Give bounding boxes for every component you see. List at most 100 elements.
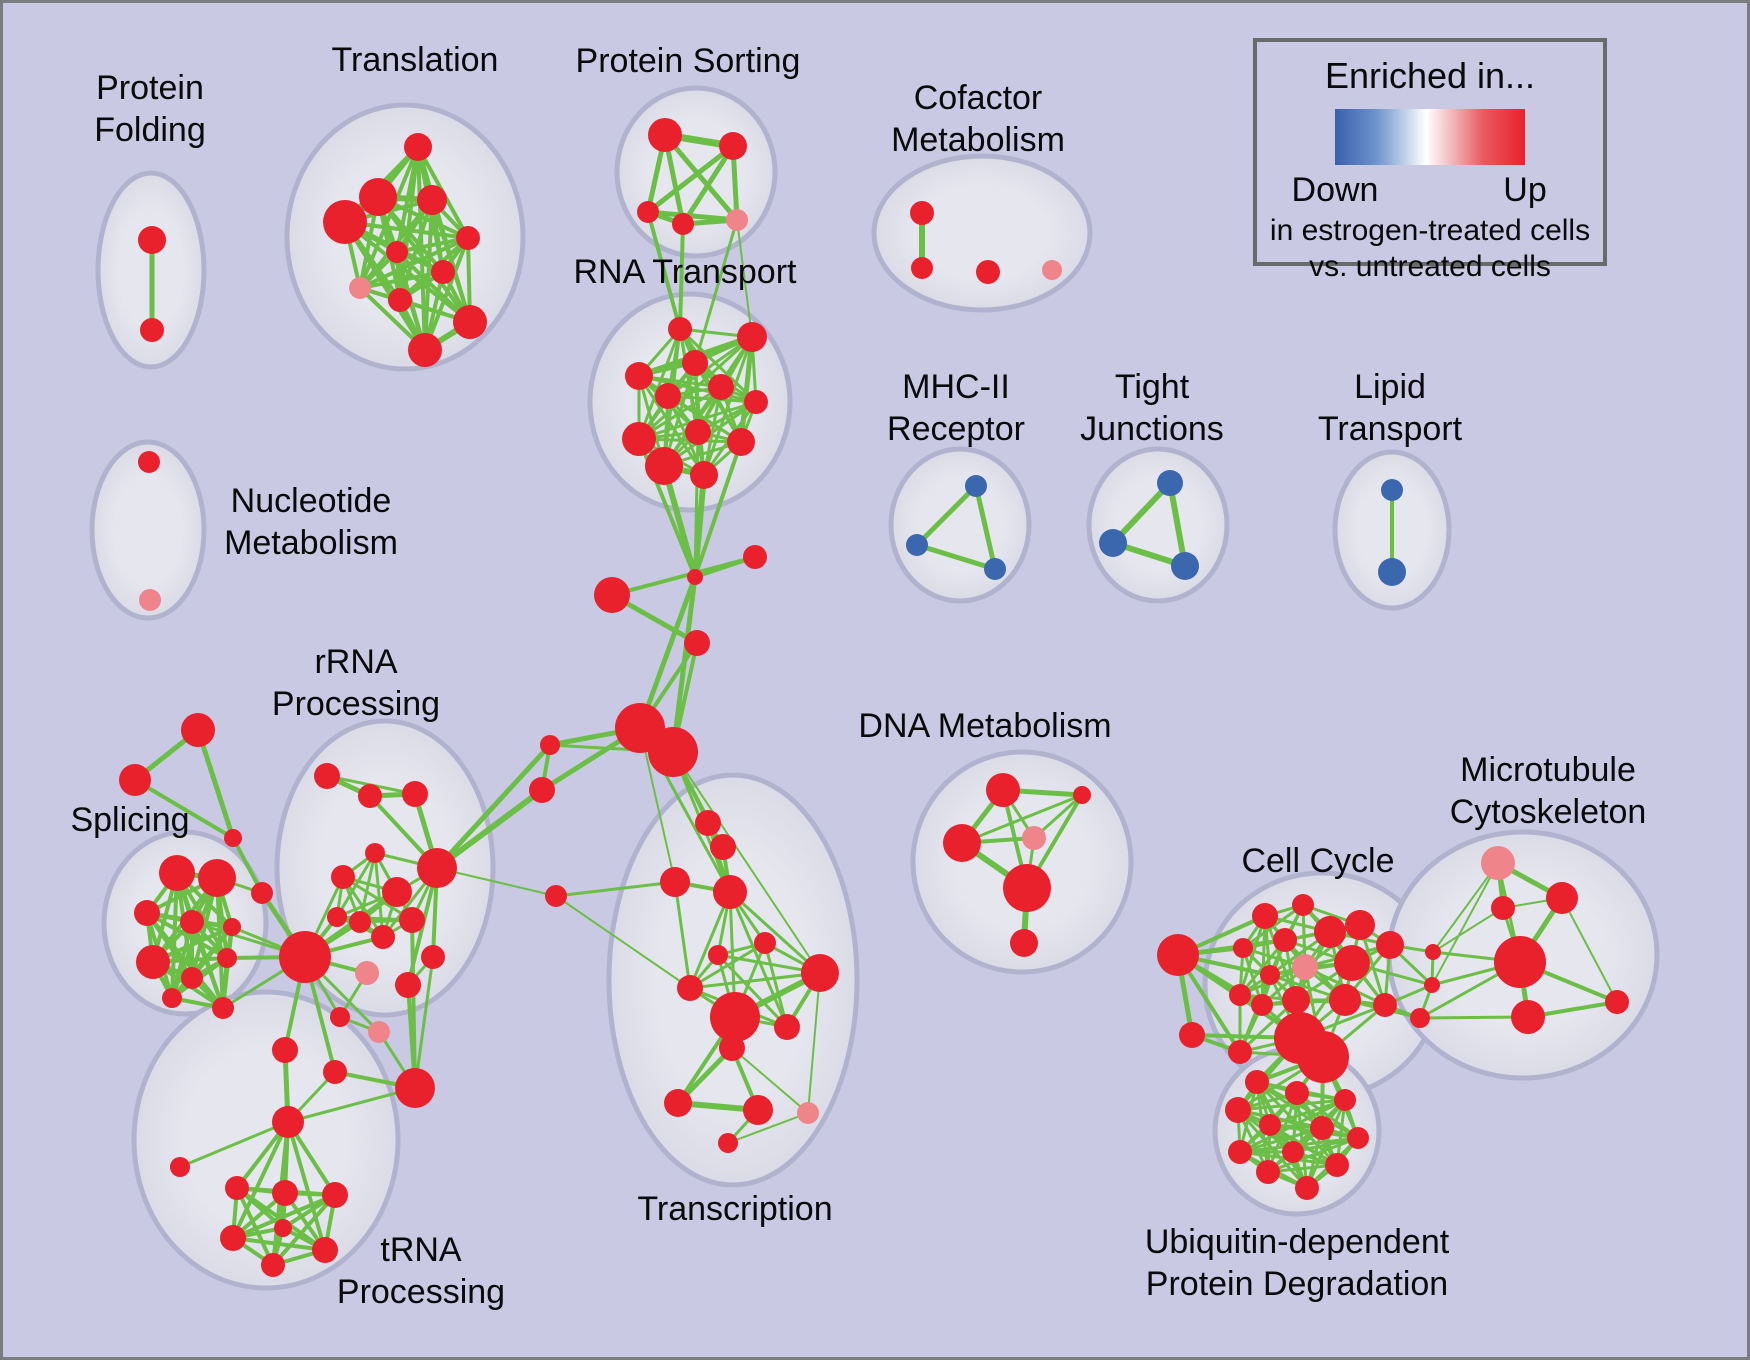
legend-gradient-bar [1335, 109, 1525, 165]
node-t9 [388, 288, 412, 312]
label-rna-transport: RNA Transport [574, 253, 798, 291]
edge-rt10-j1 [693, 440, 743, 579]
node-tr2 [710, 834, 736, 860]
edge-j9-tr9 [555, 895, 691, 989]
edge-br2-mt1 [1431, 862, 1499, 986]
node-tn6 [261, 1253, 285, 1277]
node-rt12 [690, 461, 718, 489]
edge-j9-rr4 [436, 867, 557, 897]
node-tn2 [225, 1176, 249, 1200]
node-ub11 [1325, 1153, 1349, 1177]
edge-tr4-tr7 [728, 890, 822, 975]
node-cc12 [1251, 994, 1273, 1016]
edge-t5-t6 [395, 236, 470, 254]
node-nm1 [138, 451, 160, 473]
label-splicing: Splicing [70, 801, 189, 839]
node-sp3 [134, 900, 160, 926]
edge-rt2-rt10 [738, 334, 755, 445]
edge-tr7-tr13 [807, 972, 821, 1114]
node-tr11 [664, 1089, 692, 1117]
node-rt3 [625, 362, 653, 390]
edge-tr6-tr9 [688, 941, 767, 990]
edge-tn1-tnHub [178, 1120, 290, 1169]
node-rr18 [323, 1060, 347, 1084]
cluster-tight-junctions [1086, 446, 1230, 604]
node-rr17 [395, 1068, 435, 1108]
node-cf1 [910, 201, 934, 225]
edge-m1-m3 [973, 483, 998, 572]
node-tj2 [1099, 529, 1127, 557]
node-tj1 [1157, 470, 1183, 496]
node-rr19 [272, 1037, 298, 1063]
edge-rr5-rr9 [358, 851, 377, 924]
node-ps4 [672, 213, 694, 235]
node-ps5 [726, 209, 748, 231]
node-rr15 [395, 972, 421, 998]
node-rr9 [349, 911, 371, 933]
node-sp10 [212, 997, 234, 1019]
node-t3 [359, 178, 397, 216]
edge-t2-t11 [342, 219, 428, 353]
node-tn3 [272, 1180, 298, 1206]
label-trna-processing: tRNA Processing [337, 1231, 505, 1311]
node-d1 [986, 773, 1020, 807]
edge-d2-d4 [960, 793, 1084, 845]
node-cc1 [1179, 1022, 1205, 1048]
node-ub9 [1282, 1141, 1304, 1163]
cluster-mhc-ii-receptor [888, 446, 1032, 604]
node-x2 [119, 764, 151, 796]
node-sp1 [159, 855, 195, 891]
edge-tr4-tr9 [688, 890, 732, 990]
node-t6 [386, 241, 408, 263]
node-j9 [545, 885, 567, 907]
node-tn1 [170, 1157, 190, 1177]
node-d3 [1022, 826, 1046, 850]
node-rt2 [737, 322, 767, 352]
edge-tr3-tr9 [673, 880, 692, 990]
node-d4 [943, 824, 981, 862]
node-sp7 [181, 967, 203, 989]
edge-ps2-ps3 [645, 143, 736, 215]
node-m2 [906, 534, 928, 556]
node-x1 [181, 713, 215, 747]
edge-sp4-sp10 [190, 920, 225, 1010]
node-j4 [684, 630, 710, 656]
node-ub7 [1347, 1127, 1369, 1149]
node-tnHub [272, 1106, 304, 1138]
node-t7 [431, 260, 455, 284]
node-rr10 [371, 925, 395, 949]
node-ub5 [1259, 1114, 1281, 1136]
edge-ub3-ub4 [1236, 1098, 1347, 1112]
node-j3 [594, 577, 630, 613]
edge-tnHub-rr17 [286, 1086, 417, 1124]
label-cell-cycle: Cell Cycle [1241, 842, 1394, 880]
edge-tr14-tr13 [727, 1112, 809, 1144]
edge-x1-x3 [195, 727, 236, 841]
label-tight-junctions: Tight Junctions [1080, 368, 1224, 448]
node-rr12 [355, 961, 379, 985]
node-tn5 [220, 1225, 246, 1251]
cluster-nucleotide-metabolism [89, 439, 207, 621]
legend-endpoint-labels: Down Up [1292, 171, 1547, 209]
edge-tr6-tr8 [763, 941, 789, 1029]
edge-ps4-rt1 [678, 222, 685, 331]
edge-rt8-j1 [693, 430, 700, 579]
legend-down-label: Down [1291, 171, 1379, 209]
node-cf3 [976, 260, 1000, 284]
node-br2 [1424, 977, 1440, 993]
node-tr9 [677, 975, 703, 1001]
node-t1 [404, 133, 432, 161]
node-x3 [224, 829, 242, 847]
legend-up-label: Up [1503, 171, 1547, 209]
edge-ps5-rt2 [736, 219, 753, 338]
edge-ps1-ps5 [662, 132, 740, 223]
node-cc4 [1233, 938, 1253, 958]
node-mt6 [1605, 990, 1629, 1014]
node-cc3 [1292, 894, 1314, 916]
node-d2 [1073, 786, 1091, 804]
edge-rr5-rr10 [373, 851, 385, 939]
node-tr10 [719, 1035, 745, 1061]
edge-t5-t11 [423, 236, 470, 352]
edge-m1-m2 [914, 483, 979, 548]
